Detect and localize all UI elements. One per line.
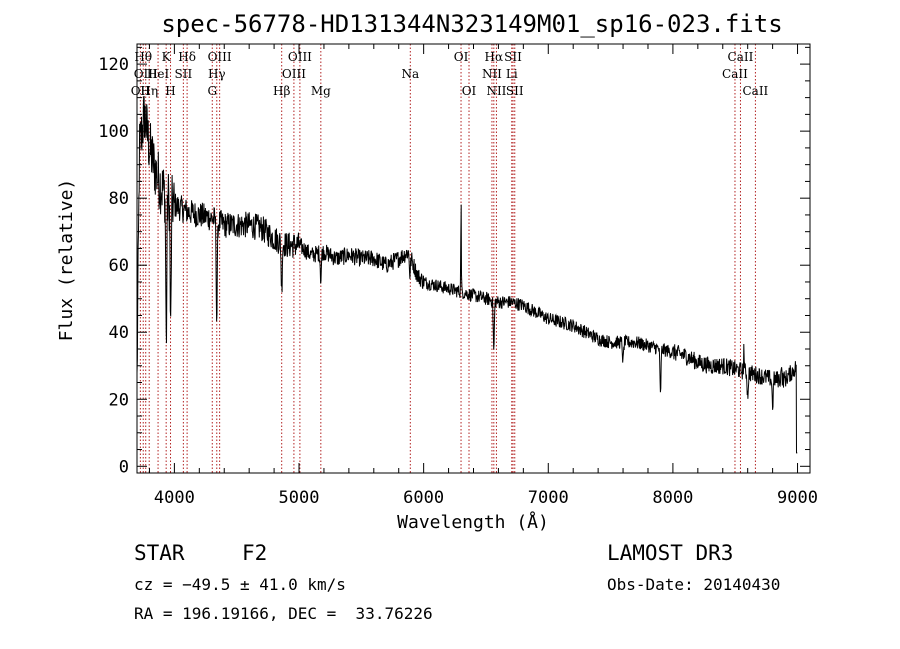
line-marker-label: HeI — [147, 67, 170, 81]
line-marker-label: Hθ — [134, 50, 152, 64]
line-marker-label: Hδ — [178, 50, 196, 64]
line-marker-label: CaII — [728, 50, 754, 64]
redshift-value: cz = −49.5 ± 41.0 km/s — [134, 575, 346, 594]
x-tick-label: 8000 — [652, 488, 693, 508]
line-marker-label: Na — [401, 67, 419, 81]
y-tick-label: 100 — [98, 122, 129, 142]
line-marker-label: SII — [504, 50, 522, 64]
line-marker-label: OIII — [208, 50, 232, 64]
line-marker-label: NII — [486, 84, 506, 98]
x-tick-label: 4000 — [154, 488, 195, 508]
observation-date: Obs-Date: 20140430 — [607, 575, 780, 594]
line-marker-label: OI — [454, 50, 469, 64]
x-axis: 4000 5000 6000 7000 8000 9000 — [148, 44, 818, 508]
line-marker-label: OII — [131, 84, 151, 98]
spectral-subclass: F2 — [242, 541, 267, 565]
x-axis-label: Wavelength (Å) — [397, 511, 549, 533]
line-marker-label: Hβ — [273, 84, 290, 98]
spectrum-line — [136, 95, 798, 454]
y-tick-label: 80 — [109, 189, 129, 209]
line-marker-label: H — [165, 84, 175, 98]
line-marker-label: OIII — [288, 50, 312, 64]
plot-frame — [136, 43, 811, 474]
x-tick-label: 6000 — [403, 488, 444, 508]
survey-name: LAMOST DR3 — [607, 541, 733, 565]
line-marker-label: OIII — [134, 67, 158, 81]
line-marker-label: CaII — [722, 67, 748, 81]
line-marker-label: SII — [506, 84, 524, 98]
line-marker-label: K — [162, 50, 172, 64]
y-tick-label: 20 — [109, 390, 129, 410]
line-marker-label: Hα — [485, 50, 504, 64]
line-marker-labels: OIIHθOIIIHηHeIKHSIIHδGHγOIIIHβOIIIOIIIMg… — [131, 50, 769, 98]
line-marker-label: NII — [482, 67, 502, 81]
line-markers — [139, 44, 756, 473]
y-tick-label: 60 — [109, 256, 129, 276]
y-tick-label: 40 — [109, 323, 129, 343]
y-axis: 0 20 40 60 80 100 120 — [98, 46, 810, 477]
line-marker-label: Li — [506, 67, 518, 81]
y-axis-label: Flux (relative) — [56, 179, 77, 342]
line-marker-label: OI — [462, 84, 477, 98]
chart-title: spec-56778-HD131344N323149M01_sp16-023.f… — [161, 10, 782, 38]
y-tick-label: 120 — [98, 55, 129, 75]
y-tick-label: 0 — [119, 457, 129, 477]
coordinates: RA = 196.19166, DEC = 33.76226 — [134, 604, 433, 623]
line-marker-label: Hη — [140, 84, 158, 98]
line-marker-label: OIII — [282, 67, 306, 81]
x-tick-label: 9000 — [777, 488, 818, 508]
x-tick-label: 7000 — [528, 488, 569, 508]
line-marker-label: SII — [175, 67, 193, 81]
x-tick-label: 5000 — [279, 488, 320, 508]
line-marker-label: Hγ — [208, 67, 226, 81]
line-marker-label: G — [207, 84, 217, 98]
object-class: STAR — [134, 541, 185, 565]
line-marker-label: CaII — [742, 84, 768, 98]
line-marker-label: Mg — [311, 84, 331, 98]
